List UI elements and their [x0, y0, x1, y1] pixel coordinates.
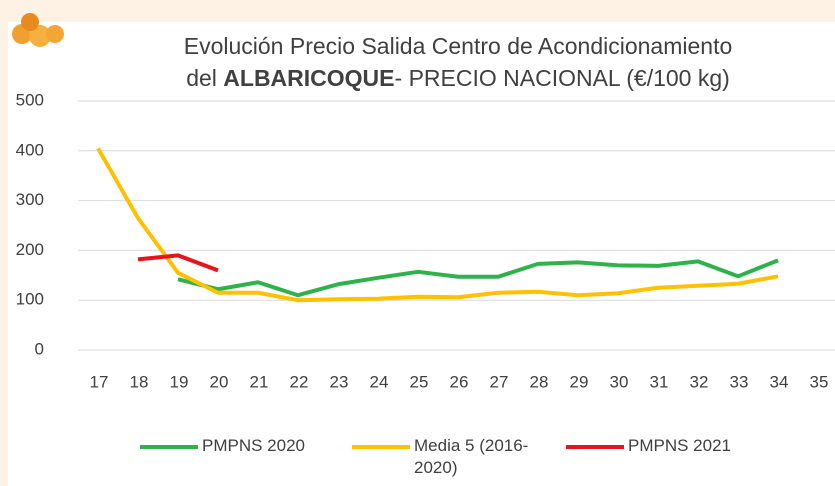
x-tick-label: 33: [730, 372, 749, 391]
legend-item: PMPNS 2020: [140, 435, 320, 457]
legend-swatch: [352, 445, 410, 449]
x-tick-label: 32: [690, 372, 709, 391]
x-tick-label: 30: [610, 372, 629, 391]
series-line: [177, 258, 779, 298]
x-tick-label: 31: [650, 372, 669, 391]
apricot-icon: [12, 13, 64, 47]
x-tick-label: 18: [130, 372, 149, 391]
legend-label: PMPNS 2021: [628, 436, 731, 455]
chart-title: del ALBARICOQUE- PRECIO NACIONAL (€/100 …: [186, 65, 730, 91]
y-tick-label: 400: [16, 140, 44, 159]
x-tick-label: 34: [770, 372, 789, 391]
y-tick-label: 200: [16, 240, 44, 259]
series-line: [137, 253, 219, 273]
legend-item: PMPNS 2021: [566, 435, 746, 457]
x-tick-label: 35: [810, 372, 829, 391]
x-tick-label: 29: [570, 372, 589, 391]
x-tick-label: 19: [170, 372, 189, 391]
x-tick-label: 22: [290, 372, 309, 391]
chart-title: Evolución Precio Salida Centro de Acondi…: [184, 33, 733, 59]
legend-label: Media 5 (2016-2020): [414, 436, 529, 477]
legend-item: Media 5 (2016-2020): [352, 435, 532, 479]
title-part: ALBARICOQUE: [223, 65, 394, 91]
y-tick-label: 0: [35, 339, 44, 358]
legend-swatch: [140, 445, 198, 449]
x-tick-label: 25: [410, 372, 429, 391]
x-tick-label: 24: [370, 372, 389, 391]
title-part: - PRECIO NACIONAL (€/100 kg): [395, 65, 730, 91]
y-tick-label: 500: [16, 90, 44, 109]
x-tick-label: 17: [90, 372, 109, 391]
x-tick-label: 26: [450, 372, 469, 391]
title-part: del: [186, 65, 223, 91]
x-tick-label: 28: [530, 372, 549, 391]
x-tick-label: 27: [490, 372, 509, 391]
series-line: [96, 147, 779, 303]
chart-area: [8, 22, 835, 486]
x-tick-label: 20: [210, 372, 229, 391]
legend-label: PMPNS 2020: [202, 436, 305, 455]
x-tick-label: 23: [330, 372, 349, 391]
y-tick-label: 300: [16, 190, 44, 209]
legend-swatch: [566, 445, 624, 449]
y-tick-label: 100: [16, 290, 44, 309]
x-tick-label: 21: [250, 372, 269, 391]
